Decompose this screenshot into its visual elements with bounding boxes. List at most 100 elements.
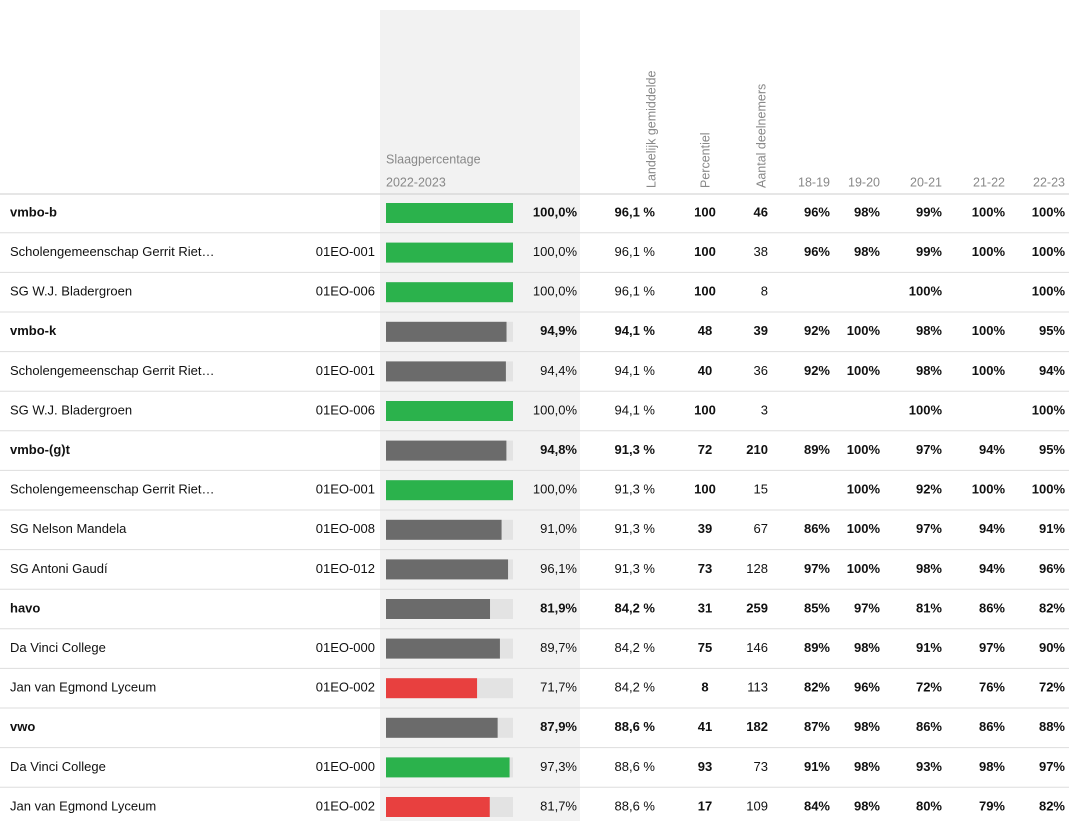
year-value: 97% bbox=[979, 640, 1005, 655]
year-value: 98% bbox=[916, 561, 942, 576]
pass-bar bbox=[386, 282, 513, 303]
average: 91,3 % bbox=[615, 442, 656, 457]
year-value: 97% bbox=[916, 521, 942, 536]
pass-label: 100,0% bbox=[533, 482, 578, 497]
year-value: 96% bbox=[804, 244, 830, 259]
row-name: SG Nelson Mandela bbox=[10, 521, 127, 536]
year-value: 100% bbox=[909, 284, 943, 299]
year-value: 85% bbox=[804, 600, 830, 615]
percentile: 100 bbox=[694, 244, 716, 259]
year-value: 93% bbox=[916, 759, 942, 774]
year-value: 97% bbox=[804, 561, 830, 576]
year-value: 82% bbox=[804, 680, 830, 695]
year-value: 94% bbox=[1039, 363, 1065, 378]
pass-label: 81,7% bbox=[540, 798, 577, 813]
average: 91,3 % bbox=[615, 521, 656, 536]
average: 94,1 % bbox=[615, 323, 656, 338]
row-code: 01EO-000 bbox=[316, 640, 375, 655]
pass-label: 100,0% bbox=[533, 244, 578, 259]
average: 88,6 % bbox=[615, 759, 656, 774]
year-header: 18-19 bbox=[798, 175, 830, 189]
year-value: 100% bbox=[847, 521, 881, 536]
year-header: 20-21 bbox=[910, 175, 942, 189]
pass-bar bbox=[386, 638, 500, 659]
year-value: 94% bbox=[979, 521, 1005, 536]
pass-period: 2022-2023 bbox=[386, 175, 446, 189]
participants: 39 bbox=[754, 323, 768, 338]
pass-bar bbox=[386, 321, 507, 342]
year-value: 100% bbox=[847, 482, 881, 497]
year-value: 100% bbox=[1032, 402, 1066, 417]
average: 91,3 % bbox=[615, 482, 656, 497]
year-value: 92% bbox=[916, 482, 942, 497]
percentile: 17 bbox=[698, 798, 712, 813]
percentile: 75 bbox=[698, 640, 712, 655]
year-value: 97% bbox=[1039, 759, 1065, 774]
pass-bar bbox=[386, 401, 513, 421]
year-value: 81% bbox=[916, 600, 942, 615]
pass-bar bbox=[386, 440, 507, 461]
row-name: Da Vinci College bbox=[10, 759, 106, 774]
year-value: 84% bbox=[804, 798, 830, 813]
row-code: 01EO-006 bbox=[316, 402, 375, 417]
pass-bar bbox=[386, 717, 498, 738]
row-name: Jan van Egmond Lyceum bbox=[10, 680, 156, 695]
percentile: 100 bbox=[694, 482, 716, 497]
year-value: 100% bbox=[847, 442, 881, 457]
row-name: vmbo-b bbox=[10, 204, 57, 219]
pass-bar bbox=[386, 559, 509, 580]
year-value: 91% bbox=[804, 759, 830, 774]
year-value: 72% bbox=[916, 680, 942, 695]
year-value: 100% bbox=[847, 363, 881, 378]
pass-label: 100,0% bbox=[533, 402, 578, 417]
year-value: 97% bbox=[916, 442, 942, 457]
year-value: 87% bbox=[804, 719, 830, 734]
year-header: 22-23 bbox=[1033, 175, 1065, 189]
row-name: vmbo-(g)t bbox=[10, 442, 71, 457]
year-value: 95% bbox=[1039, 442, 1065, 457]
row-code: 01EO-001 bbox=[316, 363, 375, 378]
row-code: 01EO-000 bbox=[316, 759, 375, 774]
pass-label: 94,4% bbox=[540, 363, 577, 378]
participants: 38 bbox=[754, 244, 768, 259]
pass-label: 91,0% bbox=[540, 521, 577, 536]
percentile-header: Percentiel bbox=[698, 132, 712, 188]
year-value: 80% bbox=[916, 798, 942, 813]
percentile: 93 bbox=[698, 759, 712, 774]
year-value: 72% bbox=[1039, 680, 1065, 695]
year-value: 98% bbox=[916, 363, 942, 378]
row-name: SG Antoni Gaudí bbox=[10, 561, 108, 576]
row-name: Scholengemeenschap Gerrit Riet… bbox=[10, 482, 215, 497]
year-value: 88% bbox=[1039, 719, 1065, 734]
year-value: 86% bbox=[979, 719, 1005, 734]
pass-label: 97,3% bbox=[540, 759, 577, 774]
year-value: 86% bbox=[804, 521, 830, 536]
participants: 182 bbox=[746, 719, 768, 734]
year-value: 100% bbox=[847, 323, 881, 338]
year-value: 95% bbox=[1039, 323, 1065, 338]
year-value: 100% bbox=[972, 363, 1006, 378]
percentile: 100 bbox=[694, 204, 716, 219]
average: 84,2 % bbox=[615, 680, 656, 695]
average: 88,6 % bbox=[615, 719, 656, 734]
year-value: 100% bbox=[847, 561, 881, 576]
year-value: 92% bbox=[804, 363, 830, 378]
year-value: 100% bbox=[972, 482, 1006, 497]
row-code: 01EO-002 bbox=[316, 798, 375, 813]
year-value: 94% bbox=[979, 442, 1005, 457]
year-value: 98% bbox=[979, 759, 1005, 774]
year-value: 100% bbox=[1032, 482, 1066, 497]
pass-label: 100,0% bbox=[533, 284, 578, 299]
row-code: 01EO-012 bbox=[316, 561, 375, 576]
year-value: 99% bbox=[916, 244, 942, 259]
row-name: Scholengemeenschap Gerrit Riet… bbox=[10, 244, 215, 259]
average: 94,1 % bbox=[615, 363, 656, 378]
participants: 259 bbox=[746, 600, 768, 615]
year-value: 86% bbox=[979, 600, 1005, 615]
row-name: Da Vinci College bbox=[10, 640, 106, 655]
average: 91,3 % bbox=[615, 561, 656, 576]
pass-label: 94,8% bbox=[540, 442, 577, 457]
participants: 146 bbox=[746, 640, 768, 655]
participants: 46 bbox=[754, 204, 768, 219]
